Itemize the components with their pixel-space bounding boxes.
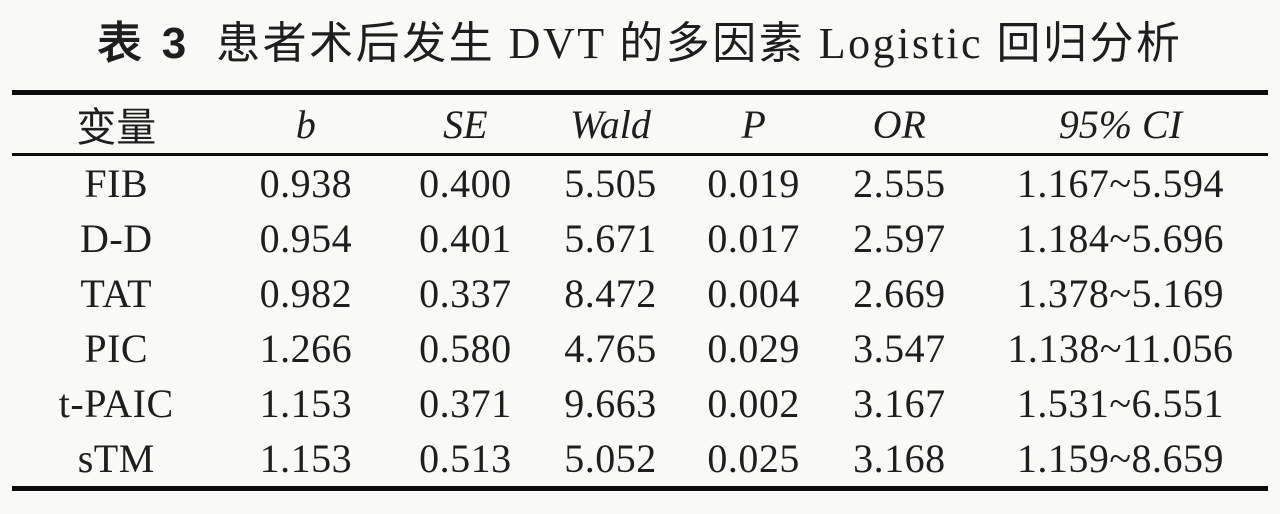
cell-or: 3.167 bbox=[853, 381, 946, 426]
cell-p: 0.002 bbox=[707, 381, 800, 426]
col-header-ci: 95% CI bbox=[972, 92, 1268, 156]
cell-variable: D-D bbox=[79, 216, 153, 261]
col-header-wald: Wald bbox=[539, 92, 682, 156]
table-row-tpaic: t-PAIC 1.153 0.371 9.663 0.002 3.167 1.5… bbox=[12, 376, 1268, 431]
col-header-se: SE bbox=[391, 92, 540, 156]
cell-variable: PIC bbox=[84, 326, 149, 371]
table-header: 变量 b SE Wald P OR 95% CI bbox=[12, 92, 1268, 156]
cell-b: 0.938 bbox=[259, 161, 353, 206]
cell-wald: 5.052 bbox=[564, 436, 657, 481]
cell-variable: TAT bbox=[80, 271, 153, 316]
cell-ci: 1.378~5.169 bbox=[1016, 271, 1224, 316]
cell-se: 0.513 bbox=[419, 436, 512, 481]
cell-b: 1.153 bbox=[259, 436, 353, 481]
table-row-pic: PIC 1.266 0.580 4.765 0.029 3.547 1.138~… bbox=[12, 321, 1268, 376]
cell-wald: 5.505 bbox=[564, 161, 657, 206]
cell-or: 2.597 bbox=[853, 216, 946, 261]
cell-or: 3.547 bbox=[853, 326, 946, 371]
logistic-regression-table: 变量 b SE Wald P OR 95% CI FIB 0.938 0.400… bbox=[12, 90, 1268, 491]
cell-p: 0.004 bbox=[707, 271, 800, 316]
cell-se: 0.580 bbox=[419, 326, 512, 371]
col-header-b: b bbox=[220, 92, 392, 156]
cell-se: 0.401 bbox=[419, 216, 512, 261]
header-row: 变量 b SE Wald P OR 95% CI bbox=[12, 92, 1268, 156]
cell-or: 3.168 bbox=[853, 436, 946, 481]
cell-p: 0.025 bbox=[707, 436, 800, 481]
col-header-or: OR bbox=[825, 92, 973, 156]
cell-b: 0.954 bbox=[259, 216, 353, 261]
cell-or: 2.555 bbox=[853, 161, 946, 206]
cell-se: 0.400 bbox=[419, 161, 512, 206]
cell-variable: sTM bbox=[77, 436, 155, 481]
cell-wald: 8.472 bbox=[564, 271, 657, 316]
col-header-p: P bbox=[681, 92, 826, 156]
cell-wald: 5.671 bbox=[564, 216, 657, 261]
cell-wald: 4.765 bbox=[564, 326, 657, 371]
table-title: 表 3 患者术后发生 DVT 的多因素 Logistic 回归分析 bbox=[0, 12, 1280, 76]
cell-p: 0.019 bbox=[707, 161, 800, 206]
table-row-fib: FIB 0.938 0.400 5.505 0.019 2.555 1.167~… bbox=[12, 155, 1268, 212]
cell-ci: 1.184~5.696 bbox=[1016, 216, 1224, 261]
cell-b: 1.266 bbox=[259, 326, 353, 371]
table-title-text: 患者术后发生 DVT 的多因素 Logistic 回归分析 bbox=[216, 19, 1183, 68]
col-header-variable: 变量 bbox=[12, 92, 221, 156]
cell-se: 0.371 bbox=[419, 381, 512, 426]
cell-b: 0.982 bbox=[259, 271, 353, 316]
cell-variable: t-PAIC bbox=[58, 381, 174, 426]
table-body: FIB 0.938 0.400 5.505 0.019 2.555 1.167~… bbox=[12, 155, 1268, 489]
paper-table-figure: 表 3 患者术后发生 DVT 的多因素 Logistic 回归分析 变量 b SE… bbox=[0, 12, 1280, 514]
table-number: 表 3 bbox=[97, 19, 191, 68]
cell-p: 0.017 bbox=[707, 216, 800, 261]
cell-p: 0.029 bbox=[707, 326, 800, 371]
cell-variable: FIB bbox=[84, 161, 149, 206]
cell-b: 1.153 bbox=[259, 381, 353, 426]
table-row-dd: D-D 0.954 0.401 5.671 0.017 2.597 1.184~… bbox=[12, 211, 1268, 266]
table-row-stm: sTM 1.153 0.513 5.052 0.025 3.168 1.159~… bbox=[12, 431, 1268, 489]
cell-ci: 1.159~8.659 bbox=[1016, 436, 1224, 481]
table-row-tat: TAT 0.982 0.337 8.472 0.004 2.669 1.378~… bbox=[12, 266, 1268, 321]
cell-ci: 1.531~6.551 bbox=[1016, 381, 1224, 426]
cell-se: 0.337 bbox=[419, 271, 512, 316]
cell-wald: 9.663 bbox=[564, 381, 657, 426]
cell-or: 2.669 bbox=[853, 271, 946, 316]
cell-ci: 1.167~5.594 bbox=[1016, 161, 1224, 206]
cell-ci: 1.138~11.056 bbox=[1007, 326, 1234, 371]
